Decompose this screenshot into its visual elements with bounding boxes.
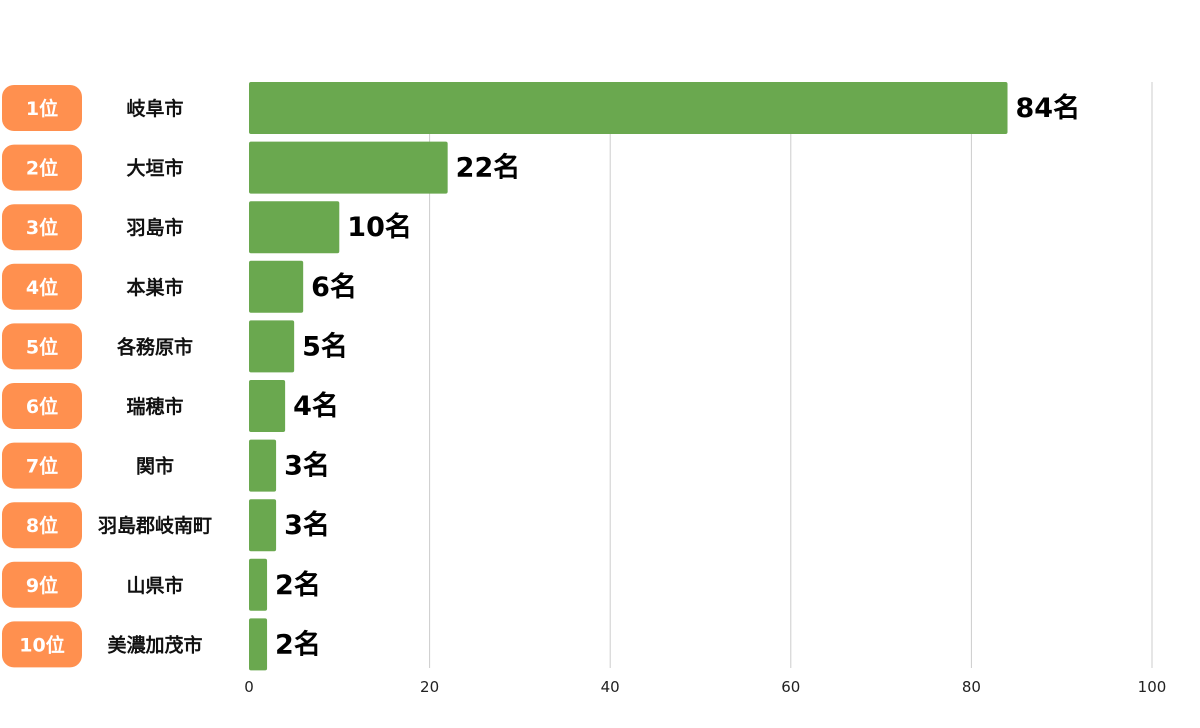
data-label: 6名 bbox=[311, 271, 357, 303]
bar bbox=[249, 141, 448, 194]
bar bbox=[249, 260, 304, 313]
bar bbox=[249, 82, 1008, 134]
data-label: 5名 bbox=[302, 330, 348, 362]
rank-label: 9位 bbox=[26, 574, 58, 597]
category-label: 羽島郡岐南町 bbox=[98, 514, 212, 537]
category-label: 美濃加茂市 bbox=[107, 633, 202, 656]
data-label: 2名 bbox=[275, 569, 321, 601]
x-tick-label: 40 bbox=[601, 678, 620, 696]
bar bbox=[249, 380, 286, 432]
data-label: 4名 bbox=[293, 390, 339, 422]
rank-badge bbox=[2, 204, 82, 251]
rank-label: 2位 bbox=[26, 157, 58, 180]
rank-label: 3位 bbox=[26, 216, 58, 239]
category-label: 本巣市 bbox=[126, 276, 183, 299]
rank-label: 1位 bbox=[26, 97, 58, 120]
data-label: 22名 bbox=[456, 152, 521, 184]
category-label: 関市 bbox=[136, 455, 174, 478]
rank-label: 6位 bbox=[26, 395, 58, 418]
bar bbox=[249, 558, 268, 611]
bar bbox=[249, 320, 295, 373]
category-label: 岐阜市 bbox=[126, 97, 183, 120]
x-tick-label: 80 bbox=[962, 678, 981, 696]
category-label: 山県市 bbox=[126, 574, 183, 597]
category-label: 大垣市 bbox=[126, 157, 183, 180]
rank-badge bbox=[2, 383, 82, 429]
rank-badge bbox=[2, 621, 82, 668]
data-label: 3名 bbox=[284, 509, 330, 541]
rank-badge bbox=[2, 561, 82, 608]
rank-label: 8位 bbox=[26, 514, 58, 537]
data-label: 2名 bbox=[275, 628, 321, 660]
rank-badge bbox=[2, 442, 82, 489]
data-label: 84名 bbox=[1016, 92, 1081, 124]
x-tick-label: 60 bbox=[781, 678, 800, 696]
category-label: 羽島市 bbox=[126, 216, 183, 239]
x-tick-label: 100 bbox=[1138, 678, 1167, 696]
rank-label: 4位 bbox=[26, 276, 58, 299]
rank-badge bbox=[2, 263, 82, 310]
x-tick-label: 20 bbox=[420, 678, 439, 696]
rank-badge bbox=[2, 502, 82, 549]
rank-badge bbox=[2, 323, 82, 370]
rank-badge bbox=[2, 85, 82, 131]
rank-label: 5位 bbox=[26, 335, 58, 358]
rank-badge bbox=[2, 144, 82, 191]
x-tick-label: 0 bbox=[244, 678, 254, 696]
bar bbox=[249, 618, 268, 671]
rank-label: 10位 bbox=[19, 633, 64, 656]
rank-label: 7位 bbox=[26, 455, 58, 478]
data-label: 10名 bbox=[347, 211, 412, 243]
data-label: 3名 bbox=[284, 450, 330, 482]
category-label: 瑞穂市 bbox=[126, 395, 183, 418]
bar bbox=[249, 201, 340, 254]
bar bbox=[249, 439, 277, 492]
category-label: 各務原市 bbox=[116, 335, 193, 358]
bar bbox=[249, 499, 277, 552]
